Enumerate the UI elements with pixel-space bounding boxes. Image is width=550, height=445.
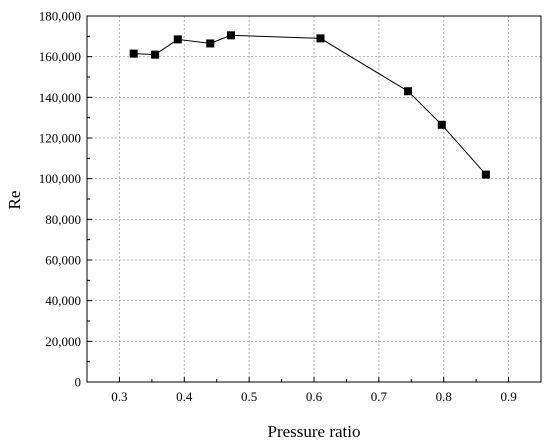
tick-labels: 0.3 0.4 0.5 0.6 0.7 0.8 0.9 0 20,000 40,000 60,000… xyxy=(39,9,517,405)
plot-frame xyxy=(86,15,542,383)
data-point xyxy=(173,35,182,44)
y-tick-label: 60,000 xyxy=(45,253,81,268)
x-tick-label: 0.3 xyxy=(111,389,127,404)
series xyxy=(129,31,490,179)
y-tick-label: 180,000 xyxy=(39,9,81,24)
axes xyxy=(86,15,542,383)
y-tick-label: 0 xyxy=(75,375,82,390)
x-tick-label: 0.8 xyxy=(436,389,452,404)
series-line xyxy=(133,34,487,175)
data-point xyxy=(316,34,325,43)
y-axis-title: Re xyxy=(5,191,24,210)
x-tick-label: 0.6 xyxy=(306,389,323,404)
grid xyxy=(87,15,541,382)
data-point xyxy=(206,39,215,48)
x-tick-label: 0.9 xyxy=(500,389,516,404)
data-point xyxy=(437,120,446,129)
y-tick-label: 80,000 xyxy=(45,212,81,227)
data-point xyxy=(404,87,413,96)
y-tick-label: 120,000 xyxy=(39,131,81,146)
x-tick-label: 0.4 xyxy=(176,389,193,404)
data-point xyxy=(226,31,235,40)
x-tick-label: 0.5 xyxy=(241,389,257,404)
y-tick-label: 100,000 xyxy=(39,171,81,186)
data-point xyxy=(481,170,490,179)
y-tick-label: 160,000 xyxy=(39,49,81,64)
y-tick-label: 40,000 xyxy=(45,293,81,308)
x-axis-title: Pressure ratio xyxy=(267,422,360,441)
data-point xyxy=(151,50,160,59)
data-point xyxy=(129,49,138,58)
x-tick-label: 0.7 xyxy=(371,389,388,404)
y-tick-label: 140,000 xyxy=(39,90,81,105)
y-tick-label: 20,000 xyxy=(45,334,81,349)
